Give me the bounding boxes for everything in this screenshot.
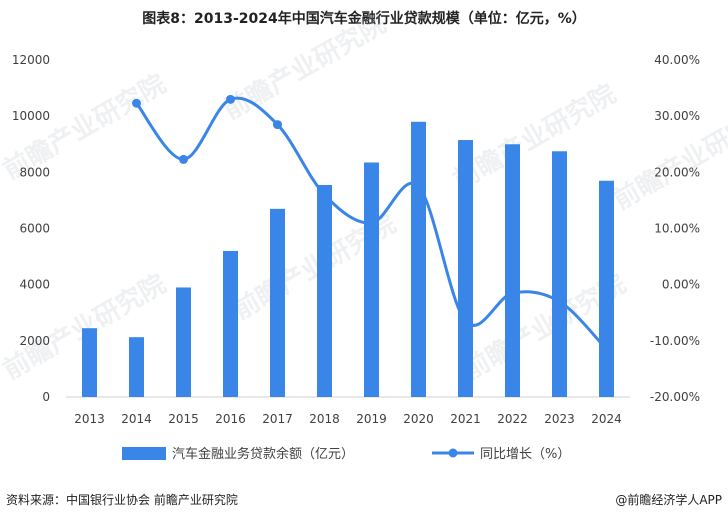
- growth-point: [226, 94, 235, 104]
- watermark-text: 前瞻产业研究院: [448, 78, 621, 196]
- growth-point: [179, 154, 188, 164]
- bar: [270, 208, 285, 397]
- x-tick-label: 2015: [168, 412, 199, 426]
- y-right-tick-label: 30.00%: [654, 109, 700, 123]
- growth-point: [273, 120, 282, 130]
- legend: 汽车金融业务贷款余额（亿元） 同比增长（%）: [122, 446, 570, 462]
- y-left-tick-label: 0: [42, 390, 50, 404]
- y-right-tick-label: 0.00%: [662, 278, 700, 292]
- y-right-tick-label: 10.00%: [654, 222, 700, 236]
- watermark-text: 前瞻产业研究院: [218, 8, 391, 126]
- brand-credit: @前瞻经济学人APP: [615, 493, 722, 507]
- y-left-tick-label: 10000: [12, 109, 50, 123]
- bar: [129, 337, 144, 397]
- y-left-tick-label: 12000: [12, 53, 50, 67]
- bar: [458, 140, 473, 397]
- y-left-tick-label: 6000: [19, 222, 50, 236]
- bar: [552, 151, 567, 397]
- bar: [364, 162, 379, 397]
- bar: [505, 144, 520, 397]
- y-left-tick-label: 4000: [19, 278, 50, 292]
- bar: [223, 250, 238, 397]
- legend-bar-swatch: [122, 447, 166, 460]
- y-right-tick-label: 20.00%: [654, 165, 700, 179]
- growth-point: [132, 98, 141, 108]
- legend-line-label: 同比增长（%）: [480, 447, 570, 462]
- x-tick-label: 2023: [544, 412, 575, 426]
- bar: [599, 180, 614, 397]
- legend-line-marker: [448, 448, 458, 458]
- growth-point: [320, 190, 329, 200]
- y-right-tick-label: -20.00%: [650, 390, 700, 404]
- x-tick-label: 2024: [591, 412, 622, 426]
- axes: 0 2000 4000 6000 8000 10000 12000 -20.00% -10.00…: [12, 53, 700, 426]
- y-right-tick-label: 40.00%: [654, 53, 700, 67]
- x-tick-label: 2013: [74, 412, 105, 426]
- y-right-tick-label: -10.00%: [650, 334, 700, 348]
- legend-bar-label: 汽车金融业务贷款余额（亿元）: [172, 446, 354, 462]
- line-series: [132, 94, 608, 351]
- bar: [411, 121, 426, 398]
- x-tick-label: 2022: [497, 412, 528, 426]
- chart-title: 图表8：2013-2024年中国汽车金融行业贷款规模（单位：亿元，%）: [142, 11, 586, 27]
- x-tick-label: 2018: [309, 412, 340, 426]
- bar-series: [82, 121, 614, 398]
- x-tick-label: 2016: [215, 412, 246, 426]
- bar: [82, 328, 97, 397]
- x-tick-label: 2017: [262, 412, 293, 426]
- y-left-tick-label: 8000: [19, 165, 50, 179]
- bar: [176, 287, 191, 397]
- x-tick-label: 2014: [121, 412, 152, 426]
- x-tick-label: 2019: [356, 412, 387, 426]
- y-left-tick-label: 2000: [19, 334, 50, 348]
- bar: [317, 184, 332, 397]
- source-note: 资料来源：中国银行业协会 前瞻产业研究院: [6, 493, 238, 507]
- x-tick-label: 2020: [403, 412, 434, 426]
- x-tick-label: 2021: [450, 412, 481, 426]
- growth-line: [135, 96, 608, 351]
